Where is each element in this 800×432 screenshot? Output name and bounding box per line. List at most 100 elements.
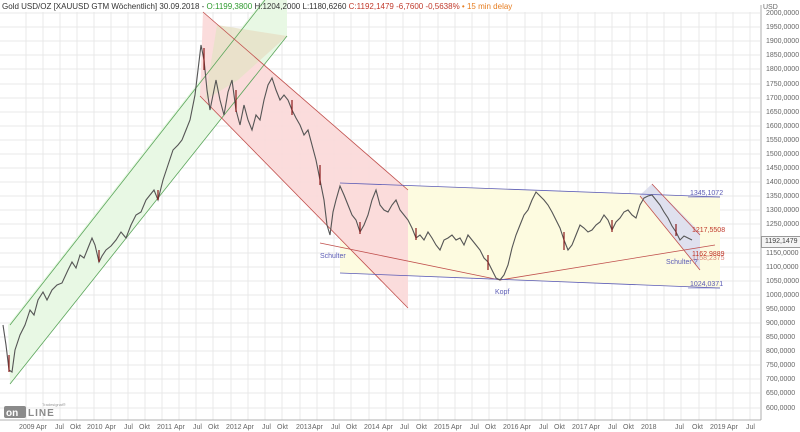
svg-text:1300,0000: 1300,0000 (766, 207, 799, 214)
svg-text:2019: 2019 (710, 424, 726, 431)
svg-text:750,0000: 750,0000 (766, 362, 795, 369)
svg-text:Apr: Apr (243, 424, 255, 431)
label-schulter-question: Schulter ? (666, 259, 698, 266)
svg-text:1000,0000: 1000,0000 (766, 292, 799, 299)
svg-text:Apr: Apr (727, 424, 739, 431)
candle-highlights (8, 48, 677, 372)
svg-text:USD: USD (763, 4, 778, 11)
svg-text:1850,0000: 1850,0000 (766, 52, 799, 59)
channel-fills (8, 0, 720, 384)
svg-text:Apr: Apr (589, 424, 601, 431)
svg-text:1750,0000: 1750,0000 (766, 81, 799, 88)
svg-text:800,0000: 800,0000 (766, 348, 795, 355)
level-labels: 1345,1072 1217,5508 1162,9889 1158,2375 … (320, 190, 725, 296)
tradesignal-logo: on LINE Tradesignal® (4, 401, 84, 424)
svg-text:Okt: Okt (485, 424, 496, 431)
svg-text:700,0000: 700,0000 (766, 376, 795, 383)
svg-text:on: on (6, 408, 18, 419)
svg-text:Apr: Apr (382, 424, 394, 431)
svg-text:2013: 2013 (296, 424, 312, 431)
svg-text:Okt: Okt (139, 424, 150, 431)
svg-text:Okt: Okt (277, 424, 288, 431)
level-1345: 1345,1072 (690, 190, 723, 197)
svg-text:Okt: Okt (346, 424, 357, 431)
svg-text:Jul: Jul (262, 424, 271, 431)
svg-text:2010: 2010 (87, 424, 103, 431)
svg-text:Jul: Jul (193, 424, 202, 431)
svg-text:2012: 2012 (226, 424, 242, 431)
svg-text:Jul: Jul (55, 424, 64, 431)
svg-text:650,0000: 650,0000 (766, 390, 795, 397)
svg-text:1950,0000: 1950,0000 (766, 24, 799, 31)
x-axis: 2009 Apr Jul Okt 2010 Apr Jul Okt 2011 Apr Jul Ok… (0, 419, 800, 432)
trend-lines (9, 0, 721, 385)
svg-text:Jul: Jul (746, 424, 755, 431)
svg-text:Jul: Jul (539, 424, 548, 431)
label-schulter: Schulter (320, 253, 346, 260)
svg-text:2015: 2015 (434, 424, 450, 431)
instrument-title: Gold USD/OZ [XAUUSD GTM Wöchentlich] 30.… (2, 2, 205, 11)
level-1162: 1162,9889 (692, 251, 725, 258)
svg-text:Okt: Okt (208, 424, 219, 431)
svg-text:2018: 2018 (641, 424, 657, 431)
svg-text:Jul: Jul (331, 424, 340, 431)
svg-text:1600,0000: 1600,0000 (766, 123, 799, 130)
svg-text:1650,0000: 1650,0000 (766, 109, 799, 116)
svg-text:2017: 2017 (572, 424, 588, 431)
svg-text:1158,2375: 1158,2375 (692, 255, 725, 262)
high-value: H:1204,2000 (254, 2, 301, 11)
svg-text:Apr: Apr (520, 424, 532, 431)
svg-text:1150,0000: 1150,0000 (766, 250, 799, 257)
svg-text:Okt: Okt (70, 424, 81, 431)
svg-text:2000,0000: 2000,0000 (766, 10, 799, 17)
svg-text:1450,0000: 1450,0000 (766, 165, 799, 172)
svg-text:Okt: Okt (623, 424, 634, 431)
svg-text:Apr: Apr (174, 424, 186, 431)
svg-text:1550,0000: 1550,0000 (766, 137, 799, 144)
svg-text:1100,0000: 1100,0000 (766, 264, 799, 271)
svg-text:1900,0000: 1900,0000 (766, 38, 799, 45)
svg-text:1700,0000: 1700,0000 (766, 95, 799, 102)
svg-text:1350,0000: 1350,0000 (766, 193, 799, 200)
svg-text:2011: 2011 (157, 424, 172, 431)
svg-text:600,0000: 600,0000 (766, 405, 795, 412)
svg-text:1250,0000: 1250,0000 (766, 221, 799, 228)
level-1024: 1024,0371 (690, 281, 723, 288)
svg-text:Jul: Jul (124, 424, 133, 431)
svg-text:2016: 2016 (503, 424, 519, 431)
price-series (2, 44, 693, 373)
low-value: L:1180,6260 (302, 2, 347, 11)
svg-text:1800,0000: 1800,0000 (766, 66, 799, 73)
downtrend-channel-fill (200, 12, 408, 308)
svg-text:Okt: Okt (692, 424, 703, 431)
svg-text:2009: 2009 (19, 424, 35, 431)
svg-text:Jul: Jul (470, 424, 479, 431)
svg-text:Jul: Jul (675, 424, 684, 431)
svg-text:Jul: Jul (400, 424, 409, 431)
close-value: C:1192,1479 -6,7600 -0,5638% (348, 2, 460, 11)
svg-text:2014: 2014 (364, 424, 380, 431)
svg-text:LINE: LINE (28, 408, 55, 419)
level-1217: 1217,5508 (692, 227, 725, 234)
y-axis: USD 2000,0000 1950,0000 1900,0000 1850,0000… (760, 4, 799, 420)
open-value: O:1199,3800 (206, 2, 253, 11)
delay-notice: • 15 min delay (461, 2, 513, 11)
svg-text:1500,0000: 1500,0000 (766, 151, 799, 158)
logo-small-text: Tradesignal® (42, 402, 66, 407)
svg-text:Apr: Apr (451, 424, 463, 431)
svg-text:Okt: Okt (554, 424, 565, 431)
current-price-tag: 1192,1479 (761, 236, 800, 248)
svg-text:1400,0000: 1400,0000 (766, 179, 799, 186)
svg-text:Apr: Apr (36, 424, 48, 431)
svg-text:Jul: Jul (608, 424, 617, 431)
svg-text:850,0000: 850,0000 (766, 334, 795, 341)
svg-text:900,0000: 900,0000 (766, 320, 795, 327)
chart-header: Gold USD/OZ [XAUUSD GTM Wöchentlich] 30.… (2, 1, 512, 13)
overlap-fill (205, 25, 287, 100)
svg-text:950,0000: 950,0000 (766, 306, 795, 313)
svg-text:Apr: Apr (312, 424, 324, 431)
label-kopf: Kopf (495, 289, 509, 296)
svg-text:Apr: Apr (105, 424, 117, 431)
sideways-range-fill (340, 183, 720, 288)
